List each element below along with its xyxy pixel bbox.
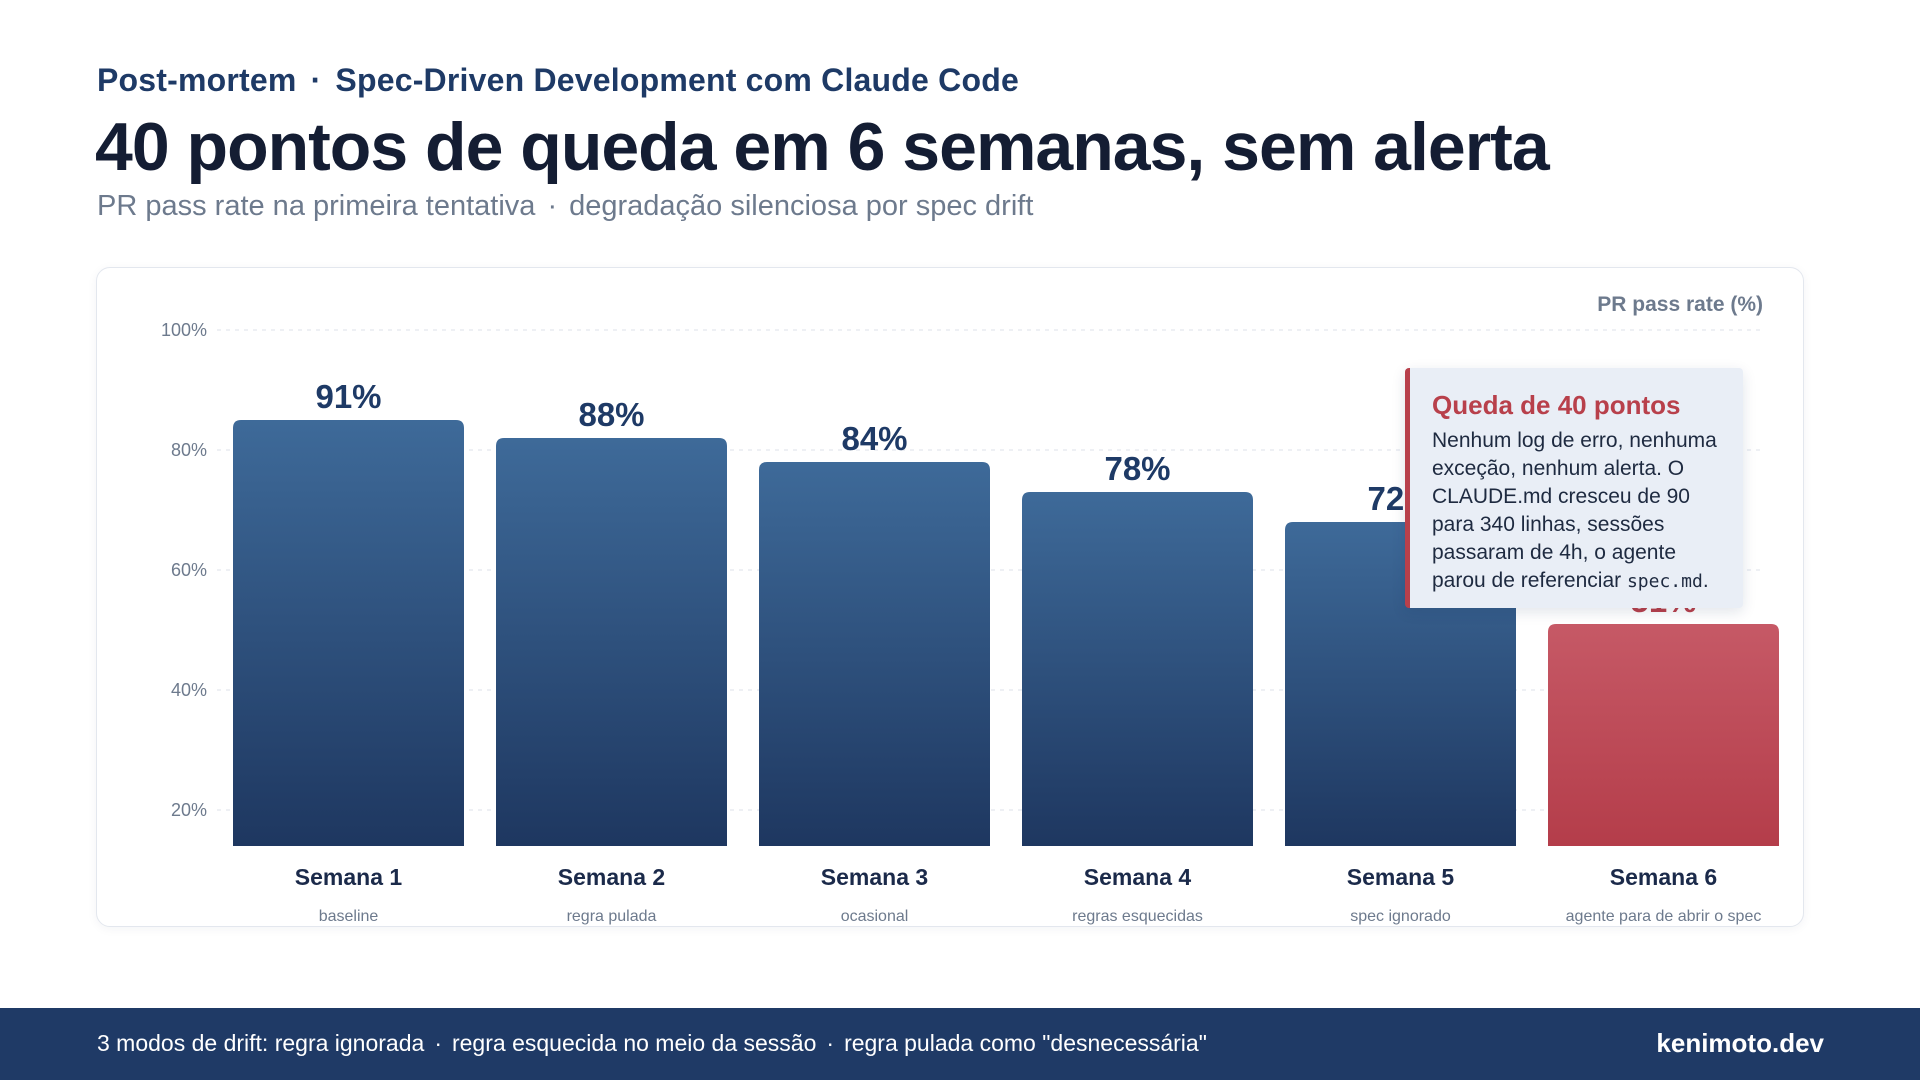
callout-body: Nenhum log de erro, nenhuma exceção, nen… <box>1432 427 1723 596</box>
footer-text: 3 modos de drift: regra ignorada · regra e… <box>97 1030 1207 1057</box>
x-sublabel: regra pulada <box>567 908 657 925</box>
callout-end: . <box>1702 569 1709 592</box>
eyebrow: Post-mortem · Spec-Driven Development com … <box>97 62 1019 99</box>
bar-3 <box>759 462 990 846</box>
footer-drift-mode-1: 3 modos de drift: regra ignorada <box>97 1030 425 1056</box>
brand-link[interactable]: kenimoto.dev <box>1656 1028 1824 1058</box>
footer-bar: 3 modos de drift: regra ignorada · regra e… <box>0 1008 1920 1080</box>
x-category-label: Semana 4 <box>1084 864 1192 890</box>
bar-6 <box>1548 624 1779 846</box>
x-category-label: Semana 1 <box>295 864 403 890</box>
x-category-label: Semana 2 <box>558 864 665 890</box>
subtitle-left: PR pass rate na primeira tentativa <box>97 190 536 222</box>
bar-2 <box>496 438 727 846</box>
x-sublabel: regras esquecidas <box>1072 908 1203 925</box>
y-tick-label: 60% <box>171 560 207 580</box>
callout-text: Nenhum log de erro, nenhuma exceção, nen… <box>1432 429 1717 592</box>
callout-title: Queda de 40 pontos <box>1432 390 1681 420</box>
subtitle: PR pass rate na primeira tentativa · degra… <box>97 190 1033 223</box>
x-category-label: Semana 5 <box>1347 864 1455 890</box>
x-sublabel: agente para de abrir o spec <box>1566 908 1762 925</box>
subtitle-separator: · <box>547 190 558 222</box>
y-tick-label: 100% <box>161 320 207 340</box>
y-axis-label: PR pass rate (%) <box>1597 293 1763 316</box>
y-tick-label: 80% <box>171 440 207 460</box>
eyebrow-right: Spec-Driven Development com Claude Code <box>335 62 1019 98</box>
eyebrow-separator: · <box>310 62 322 98</box>
footer-drift-mode-2: regra esquecida no meio da sessão <box>451 1030 817 1056</box>
x-sublabel: ocasional <box>841 908 909 925</box>
page-title: 40 pontos de queda em 6 semanas, sem ale… <box>95 109 1550 185</box>
bar-chart: 20% 40% 60% 80% 100% 91% Semana 1 baseline 88% Se… <box>161 293 1779 925</box>
footer-separator: · <box>826 1030 835 1056</box>
x-sublabel: spec ignorado <box>1350 908 1451 925</box>
subtitle-right: degradação silenciosa por spec drift <box>569 190 1034 222</box>
bar-value-label: 91% <box>315 378 381 415</box>
bar-value-label: 84% <box>841 420 907 457</box>
bar-value-label: 88% <box>578 396 644 433</box>
bar-1 <box>233 420 464 846</box>
footer-drift-mode-3: regra pulada como "desnecessária" <box>844 1030 1207 1056</box>
x-sublabel: baseline <box>319 908 379 925</box>
y-tick-label: 40% <box>171 680 207 700</box>
y-tick-label: 20% <box>171 800 207 820</box>
bar-4 <box>1022 492 1253 846</box>
callout-code: spec.md <box>1626 571 1703 592</box>
footer-separator: · <box>434 1030 442 1056</box>
eyebrow-left: Post-mortem <box>97 62 297 98</box>
bar-value-label: 78% <box>1104 450 1170 487</box>
x-category-label: Semana 6 <box>1610 864 1717 890</box>
annotation-callout: Queda de 40 pontos Nenhum log de erro, n… <box>1405 368 1743 608</box>
x-category-label: Semana 3 <box>821 864 928 890</box>
